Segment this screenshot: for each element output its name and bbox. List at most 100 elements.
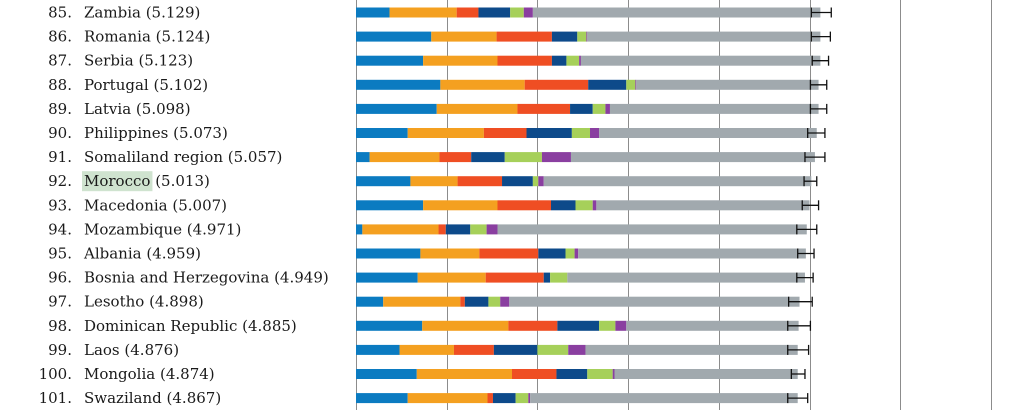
bar-segment <box>356 31 432 42</box>
bar-segment <box>609 103 819 114</box>
rank-label: 98. <box>48 317 72 335</box>
bar-segment <box>356 79 441 90</box>
bar-segment <box>410 176 458 187</box>
bar-segment <box>575 200 593 211</box>
country-score: (5.129) <box>141 4 200 22</box>
bar-segment <box>543 176 812 187</box>
bar-segment <box>407 393 488 404</box>
bar-segment <box>470 224 487 235</box>
country-label: Morocco (5.013) <box>84 172 210 190</box>
bar-segment <box>571 128 591 138</box>
country-score: (4.971) <box>182 220 241 238</box>
bar-segment <box>407 128 484 138</box>
bar-segment <box>356 320 423 331</box>
bar-segment <box>568 344 586 355</box>
bar-segment <box>550 272 568 283</box>
country-name: Dominican Republic <box>84 317 237 335</box>
bar-segment <box>585 344 798 355</box>
rank-label: 97. <box>48 293 72 311</box>
bar-segment <box>626 79 636 90</box>
country-labels: 85. Zambia (5.129) 86. Romania (5.124) 87. Se… <box>39 4 329 408</box>
country-name: Somaliland region <box>84 148 223 166</box>
rank-label: 89. <box>48 100 72 118</box>
bar-segment <box>356 344 400 355</box>
bar-segment <box>487 393 493 404</box>
country-label: Philippines (5.073) <box>84 124 228 142</box>
country-score: (5.057) <box>223 148 282 166</box>
bar-segment <box>439 152 472 163</box>
bar-segment <box>614 369 798 379</box>
country-score: (5.073) <box>168 124 227 142</box>
bar-segment <box>356 152 370 163</box>
country-name: Laos <box>84 341 120 359</box>
country-name: Latvia <box>84 100 131 118</box>
bar-segment <box>557 320 600 331</box>
bar-segment <box>445 224 471 235</box>
bar-segment <box>383 296 461 307</box>
bar-segment <box>596 200 810 211</box>
bar-segment <box>485 272 544 283</box>
bar-segment <box>440 79 525 90</box>
bar-segment <box>356 393 408 404</box>
bar-segment <box>523 7 533 18</box>
bar-segment <box>356 296 384 307</box>
bar-segment <box>362 224 439 235</box>
bar-segment <box>579 55 581 66</box>
country-score: (4.898) <box>144 293 203 311</box>
country-label: Romania (5.124) <box>84 28 210 46</box>
bar-segment <box>483 128 527 138</box>
bar-segment <box>438 224 446 235</box>
bar-segment <box>538 176 544 187</box>
bar-segment <box>626 320 799 331</box>
error-bars <box>787 7 832 404</box>
bar-segment <box>556 369 588 379</box>
country-name: Lesotho <box>84 293 144 311</box>
bar-segment <box>587 31 821 42</box>
country-name: Bosnia and Herzegovina <box>84 269 269 287</box>
bar-segment <box>512 369 557 379</box>
country-name: Mozambique <box>84 220 182 238</box>
bar-segment <box>356 272 418 283</box>
bar-segment <box>502 176 533 187</box>
bar-segment <box>471 152 505 163</box>
bar-segment <box>530 393 798 404</box>
bar-segment <box>497 55 552 66</box>
bar-segment <box>636 79 819 90</box>
rank-label: 88. <box>48 76 72 94</box>
country-score: (4.867) <box>162 389 221 407</box>
rank-label: 95. <box>48 245 72 263</box>
bar-segment <box>356 176 411 187</box>
bar-segment <box>599 128 817 138</box>
country-score: (5.013) <box>150 172 209 190</box>
bar-segment <box>570 152 815 163</box>
bar-segment <box>356 248 421 259</box>
country-score: (4.885) <box>237 317 296 335</box>
bar-segment <box>493 344 538 355</box>
country-label: Serbia (5.123) <box>84 52 193 70</box>
bar-segment <box>541 152 571 163</box>
bar-segment <box>453 344 494 355</box>
stacked-bars <box>356 7 821 404</box>
country-name: Serbia <box>84 52 134 70</box>
bar-segment <box>423 55 498 66</box>
rank-label: 93. <box>48 196 72 214</box>
bar-segment <box>635 79 637 90</box>
country-label: Swaziland (4.867) <box>84 389 221 407</box>
bar-segment <box>551 200 576 211</box>
country-label: Laos (4.876) <box>84 341 179 359</box>
bar-segment <box>486 224 498 235</box>
bar-segment <box>436 103 518 114</box>
bar-segment <box>528 393 531 404</box>
country-score: (5.102) <box>149 76 208 94</box>
bar-segment <box>615 320 627 331</box>
bar-segment <box>551 31 578 42</box>
bar-segment <box>543 272 551 283</box>
bar-segment <box>612 369 615 379</box>
bar-segment <box>508 320 558 331</box>
bar-segment <box>588 79 627 90</box>
country-score: (5.007) <box>168 196 227 214</box>
country-score: (4.949) <box>269 269 328 287</box>
bar-segment <box>356 200 424 211</box>
bar-segment <box>356 128 408 138</box>
bar-segment <box>399 344 454 355</box>
